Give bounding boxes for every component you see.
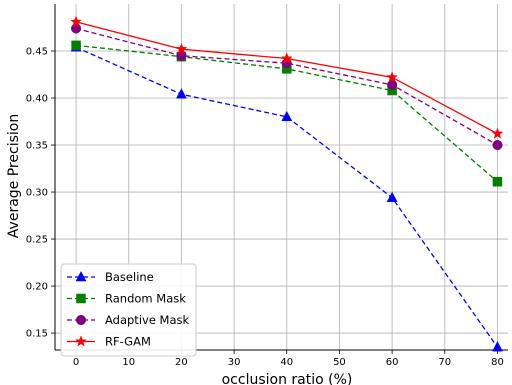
x-tick-label: 70: [438, 357, 451, 368]
data-point-rf-gam: [175, 42, 188, 55]
legend-marker: [76, 293, 86, 304]
x-tick-label: 0: [73, 357, 79, 368]
data-point-baseline: [492, 341, 503, 352]
y-tick-label: 0.40: [26, 94, 48, 105]
data-point-random-mask: [71, 40, 81, 51]
data-point-adaptive-mask: [176, 50, 187, 61]
legend-item-random-mask: Random Mask: [67, 292, 186, 306]
y-axis-label: Average Precision: [6, 114, 22, 238]
legend-marker: [75, 335, 87, 347]
data-point-adaptive-mask: [71, 23, 82, 34]
legend-label: Adaptive Mask: [105, 313, 190, 327]
data-point-adaptive-mask: [387, 79, 398, 90]
legend: Baseline Random Mask Adaptive Mask RF-GAM: [60, 263, 197, 357]
data-point-baseline: [281, 110, 293, 122]
legend-label: Random Mask: [105, 292, 186, 306]
data-point-rf-gam: [280, 52, 293, 64]
series-line-adaptive-mask: [75, 27, 498, 146]
x-tick-label: 80: [491, 357, 504, 368]
y-tick-label: 0.20: [26, 282, 48, 293]
legend-item-adaptive-mask: Adaptive Mask: [67, 313, 190, 327]
legend-item-rf-gam: RF-GAM: [67, 335, 151, 349]
data-point-adaptive-mask: [492, 139, 503, 151]
x-tick-label: 20: [175, 357, 188, 368]
legend-item-baseline: Baseline: [67, 270, 154, 284]
y-tick-label: 0.35: [26, 141, 48, 152]
data-point-rf-gam: [386, 71, 399, 83]
x-axis-label: occlusion ratio (%): [222, 372, 353, 385]
tick-labels: 0 10 20 30 40 50 60 70 80 0.15 0.20 0.25 0.30 0.35 0.4…: [26, 47, 504, 368]
legend-label: Baseline: [105, 270, 154, 284]
x-tick-label: 60: [386, 357, 399, 368]
data-point-rf-gam: [491, 127, 504, 139]
legend-label: RF-GAM: [105, 335, 151, 349]
x-tick-label: 10: [122, 357, 135, 368]
data-point-rf-gam: [70, 15, 82, 27]
legend-box: [60, 263, 197, 357]
x-tick-label: 40: [280, 357, 293, 368]
series-group: [70, 15, 504, 352]
x-tick-label: 50: [333, 357, 346, 368]
y-tick-label: 0.30: [26, 188, 48, 199]
data-point-baseline: [386, 191, 398, 202]
y-tick-label: 0.25: [26, 235, 48, 246]
series-line-baseline: [75, 46, 499, 348]
data-point-baseline: [176, 88, 187, 99]
legend-marker: [75, 314, 87, 326]
y-tick-label: 0.15: [26, 329, 48, 340]
data-point-random-mask: [492, 176, 503, 187]
y-tick-label: 0.45: [26, 47, 48, 58]
series-rf-gam: [70, 15, 504, 139]
x-tick-label: 30: [228, 357, 241, 368]
legend-marker: [75, 270, 87, 282]
